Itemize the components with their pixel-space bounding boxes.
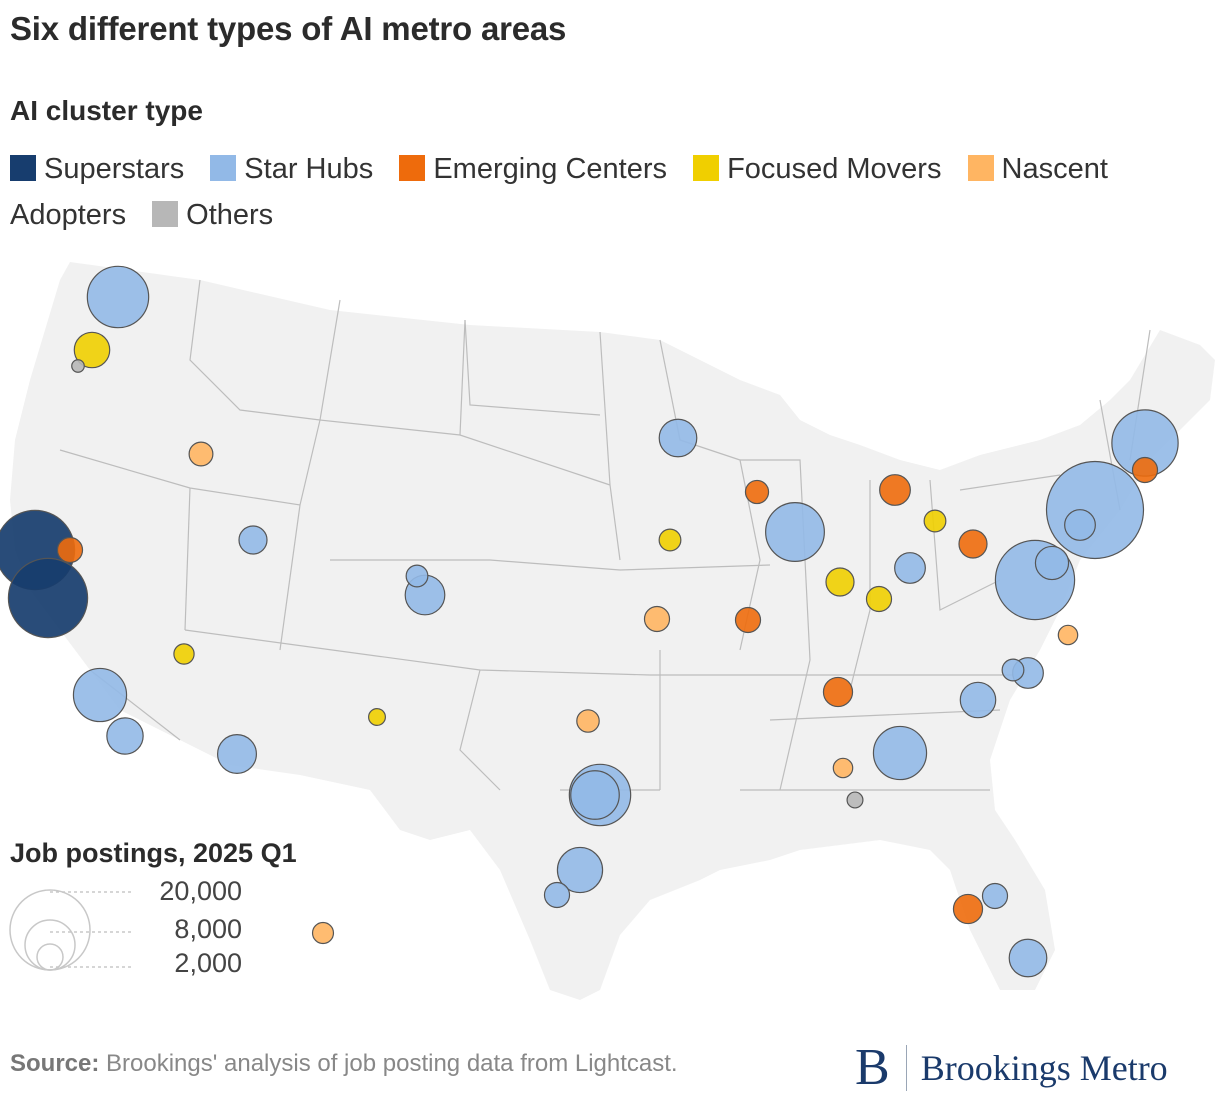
- brand-name: Brookings Metro: [920, 1048, 1168, 1088]
- metro-bubble-baltimore[interactable]: [1064, 509, 1096, 541]
- metro-bubble-oklahoma-city[interactable]: [576, 709, 600, 733]
- legend-label-focused-movers: Focused Movers: [727, 153, 942, 185]
- brand-logo-letter: B: [855, 1039, 890, 1096]
- metro-bubble-virginia-beach[interactable]: [1057, 624, 1079, 646]
- metro-bubble-miami[interactable]: [1008, 938, 1048, 978]
- metro-bubble-st-louis[interactable]: [734, 606, 762, 634]
- legend-item-nascent-adopters: Nascent Adopters: [10, 153, 1108, 231]
- size-legend: [9, 889, 132, 971]
- size-legend-title: Job postings, 2025 Q1: [10, 838, 297, 868]
- size-label-8000: 8,000: [174, 914, 242, 944]
- metro-bubble-phoenix[interactable]: [217, 734, 257, 774]
- legend-item-superstars: Superstars: [10, 153, 184, 185]
- legend-heading: AI cluster type: [10, 95, 203, 126]
- metro-bubble-austin[interactable]: [570, 770, 620, 820]
- metro-bubble-boise[interactable]: [188, 441, 214, 467]
- metro-bubble-sacramento[interactable]: [56, 536, 84, 564]
- metro-bubble-las-vegas[interactable]: [173, 643, 195, 665]
- swatch-superstars: [10, 155, 36, 181]
- legend-item-emerging-centers: Emerging Centers: [399, 153, 667, 185]
- metro-bubble-indianapolis[interactable]: [825, 567, 855, 597]
- size-label-2000: 2,000: [174, 948, 242, 978]
- metro-bubble-durham[interactable]: [1001, 658, 1025, 682]
- metro-bubble-los-angeles[interactable]: [72, 667, 128, 723]
- metro-bubble-kansas-city[interactable]: [643, 605, 671, 633]
- legend-label-star-hubs: Star Hubs: [244, 153, 374, 185]
- metro-bubble-columbus[interactable]: [894, 552, 926, 584]
- metro-bubble-pittsburgh[interactable]: [958, 529, 988, 559]
- metro-bubble-stockton[interactable]: [71, 359, 85, 373]
- metro-bubble-minneapolis[interactable]: [658, 418, 698, 458]
- metro-bubble-salt-lake-city[interactable]: [238, 525, 268, 555]
- metro-bubble-san-diego[interactable]: [106, 717, 144, 755]
- swatch-focused-movers: [693, 155, 720, 181]
- metro-bubble-portland[interactable]: [73, 331, 111, 369]
- metro-bubble-albuquerque[interactable]: [368, 708, 387, 727]
- metro-bubble-san-jose[interactable]: [7, 557, 89, 639]
- swatch-others: [152, 201, 179, 227]
- legend-item-focused-movers: Focused Movers: [693, 153, 941, 185]
- metro-bubble-new-york[interactable]: [1045, 460, 1145, 560]
- source-label: Source:: [10, 1050, 100, 1077]
- metro-bubble-knoxville[interactable]: [846, 791, 864, 809]
- legend-item-star-hubs: Star Hubs: [210, 153, 373, 185]
- metro-bubble-boulder[interactable]: [405, 564, 429, 588]
- metro-bubbles: [0, 265, 1179, 978]
- metro-bubble-tampa[interactable]: [952, 893, 984, 925]
- swatch-emerging-centers: [399, 155, 426, 181]
- metro-bubble-des-moines[interactable]: [658, 528, 682, 552]
- metro-bubble-san-antonio[interactable]: [543, 881, 571, 909]
- metro-bubble-raleigh[interactable]: [959, 681, 997, 719]
- metro-bubble-chicago[interactable]: [765, 502, 825, 562]
- metro-bubble-houston[interactable]: [556, 846, 604, 894]
- metro-bubble-atlanta[interactable]: [872, 725, 928, 781]
- size-circle-20000: [9, 889, 91, 971]
- metro-bubble-orlando[interactable]: [981, 882, 1009, 910]
- metro-bubble-honolulu[interactable]: [311, 921, 335, 945]
- swatch-nascent-adopters: [967, 155, 994, 181]
- legend-label-nascent-adopters: Nascent Adopters: [10, 153, 1108, 231]
- metro-bubble-madison[interactable]: [744, 479, 770, 505]
- metro-bubble-birmingham[interactable]: [832, 757, 854, 779]
- metro-bubble-hartford[interactable]: [1131, 456, 1159, 484]
- metro-bubble-nashville[interactable]: [822, 676, 854, 708]
- metro-bubble-philadelphia[interactable]: [1034, 545, 1070, 581]
- metro-bubble-detroit[interactable]: [879, 474, 911, 506]
- source-note: Source: Brookings' analysis of job posti…: [10, 1050, 678, 1078]
- swatch-star-hubs: [210, 155, 237, 181]
- legend-label-emerging-centers: Emerging Centers: [433, 153, 668, 185]
- metro-bubble-cleveland[interactable]: [923, 509, 947, 533]
- brookings-metro-logo: B Brookings Metro: [855, 1040, 1168, 1096]
- size-circle-8000: [24, 919, 76, 971]
- cluster-type-legend: Superstars Star Hubs Emerging Centers Fo…: [10, 146, 1190, 238]
- state-borders: [59, 279, 1151, 791]
- size-circle-2000: [36, 943, 64, 971]
- brand-divider: [905, 1045, 907, 1091]
- legend-item-others: Others: [152, 199, 273, 231]
- us-map: [0, 262, 1215, 1000]
- legend-label-others: Others: [186, 199, 274, 231]
- metro-bubble-seattle[interactable]: [86, 265, 150, 329]
- legend-label-superstars: Superstars: [44, 153, 185, 185]
- us-land: [10, 262, 1215, 1000]
- source-text: Brookings' analysis of job posting data …: [99, 1050, 678, 1077]
- chart-title: Six different types of AI metro areas: [10, 10, 567, 47]
- metro-bubble-cincinnati[interactable]: [865, 585, 893, 613]
- size-label-20000: 20,000: [159, 876, 242, 906]
